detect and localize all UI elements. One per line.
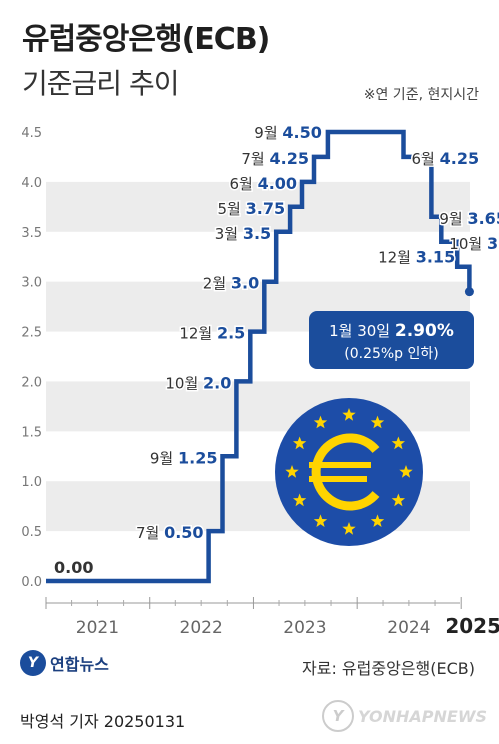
flag-star [391, 493, 405, 507]
flag-star [293, 436, 307, 450]
watermark-text: YONHAPNEWS [358, 706, 487, 726]
data-label-value: 0.50 [164, 523, 203, 542]
data-label: 9월 4.50 [254, 123, 322, 142]
data-label-month: 12월 [378, 249, 416, 267]
grid-band [46, 181, 470, 232]
data-label: 2월 3.0 [203, 274, 259, 293]
data-label-month: 10월 [165, 374, 203, 392]
data-label-value: 4.00 [258, 174, 297, 193]
x-axis: 2021 2022 2023 2024 2025 [45, 597, 499, 638]
data-label-month: 7월 [136, 524, 164, 542]
data-label-month: 12월 [179, 325, 217, 343]
data-label: 7월 4.25 [241, 149, 309, 168]
y-tick-label: 1.0 [21, 475, 42, 490]
data-label-value: 3.75 [246, 199, 285, 218]
euro-sign-arc [311, 433, 380, 511]
flag-disc [275, 398, 423, 546]
y-axis-ticks: 0.0 0.5 1.0 1.5 2.0 2.5 3.0 3.5 4.0 4.5 [21, 126, 42, 590]
x-tick-label: 2025 [445, 614, 499, 638]
latest-rate-callout: 1월 30일 2.90% (0.25%p 인하) [309, 311, 474, 369]
data-label-value: 3.5 [243, 224, 271, 243]
grid-band [46, 381, 470, 432]
flag-star [399, 465, 413, 478]
data-label: 9월 1.25 [150, 448, 218, 467]
data-label-month: 3월 [215, 225, 243, 243]
page-title: 유럽중앙은행(ECB) [22, 22, 270, 57]
euro-flag-icon [275, 398, 423, 546]
y-tick-label: 1.5 [21, 425, 42, 440]
logo-text: 연합뉴스 [50, 655, 109, 674]
data-label-value: 4.50 [282, 123, 321, 142]
data-label-value: 2.0 [203, 373, 231, 392]
data-label-month: 6월 [229, 175, 257, 193]
data-label-month: 2월 [203, 275, 231, 293]
data-label-value: 3.40 [487, 234, 499, 253]
data-label-value: 3.65 [467, 209, 499, 228]
end-point-marker [464, 287, 474, 297]
rate-series-line [46, 129, 472, 584]
callout-box [309, 311, 474, 369]
data-label-value: 4.25 [440, 149, 479, 168]
flag-star [313, 415, 328, 429]
data-label-month: 9월 [150, 449, 178, 467]
data-label: 6월 4.25 [412, 149, 480, 168]
callout-line1: 1월 30일 2.90% [329, 321, 454, 341]
data-labels: 0.00 7월 0.50 9월 1.25 10월 2.0 12월 2.5 2월 3.0 3월… [53, 122, 499, 579]
y-tick-label: 2.5 [21, 326, 42, 341]
data-label: 9월 3.65 [439, 209, 499, 228]
data-label: 12월 3.15 [378, 248, 455, 267]
yonhap-logo: Y 연합뉴스 [20, 650, 109, 676]
data-label: 10월 2.0 [165, 373, 231, 392]
flag-star [285, 465, 299, 478]
yonhap-logo-icon: Y [20, 650, 46, 676]
data-label-month: 5월 [218, 200, 246, 218]
data-label-month: 7월 [241, 150, 269, 168]
x-tick-label: 2024 [387, 618, 430, 638]
data-label-value: 4.25 [269, 149, 308, 168]
callout-date: 1월 30일 [329, 322, 395, 340]
data-label: 12월 2.5 [179, 324, 245, 343]
data-label-value: 2.5 [217, 324, 245, 343]
data-label: 5월 3.75 [218, 199, 286, 218]
data-label-value: 3.15 [416, 248, 455, 267]
flag-star [342, 408, 356, 421]
data-label-value: 0.00 [54, 558, 93, 577]
unit-note: ※연 기준, 현지시간 [363, 87, 479, 103]
flag-star [391, 436, 405, 450]
data-label: 0.00 [54, 558, 93, 577]
x-tick-label: 2022 [180, 618, 223, 638]
data-label: 7월 0.50 [136, 523, 204, 542]
y-tick-label: 3.0 [21, 276, 42, 291]
watermark-icon: Y [322, 700, 354, 732]
callout-line2: (0.25%p 인하) [344, 346, 439, 362]
flag-star [370, 415, 385, 429]
flag-star [313, 514, 328, 527]
y-tick-label: 4.0 [21, 176, 42, 191]
data-label-month: 9월 [254, 124, 282, 142]
data-label-value: 1.25 [178, 448, 217, 467]
watermark: Y YONHAPNEWS [322, 700, 487, 732]
flag-star [293, 493, 307, 507]
data-label: 10월 3.40 [449, 234, 499, 253]
x-tick-label: 2021 [76, 618, 119, 638]
y-tick-label: 0.0 [21, 575, 42, 590]
data-label: 3월 3.5 [215, 224, 271, 243]
data-label-month: 9월 [439, 210, 467, 228]
y-tick-label: 2.0 [21, 375, 42, 390]
data-label-month: 10월 [449, 235, 487, 253]
data-label-value: 3.0 [231, 274, 259, 293]
data-label: 6월 4.00 [229, 174, 297, 193]
y-tick-label: 4.5 [21, 126, 42, 141]
callout-value: 2.90% [395, 321, 454, 341]
x-tick-label: 2023 [283, 618, 326, 638]
flag-star [342, 522, 356, 535]
page-subtitle: 기준금리 추이 [22, 67, 179, 100]
reporter-text: 박영석 기자 20250131 [20, 712, 186, 731]
source-text: 자료: 유럽중앙은행(ECB) [302, 659, 475, 678]
y-tick-label: 3.5 [21, 226, 42, 241]
flag-star [370, 514, 385, 527]
data-label-month: 6월 [412, 150, 440, 168]
y-tick-label: 0.5 [21, 525, 42, 540]
